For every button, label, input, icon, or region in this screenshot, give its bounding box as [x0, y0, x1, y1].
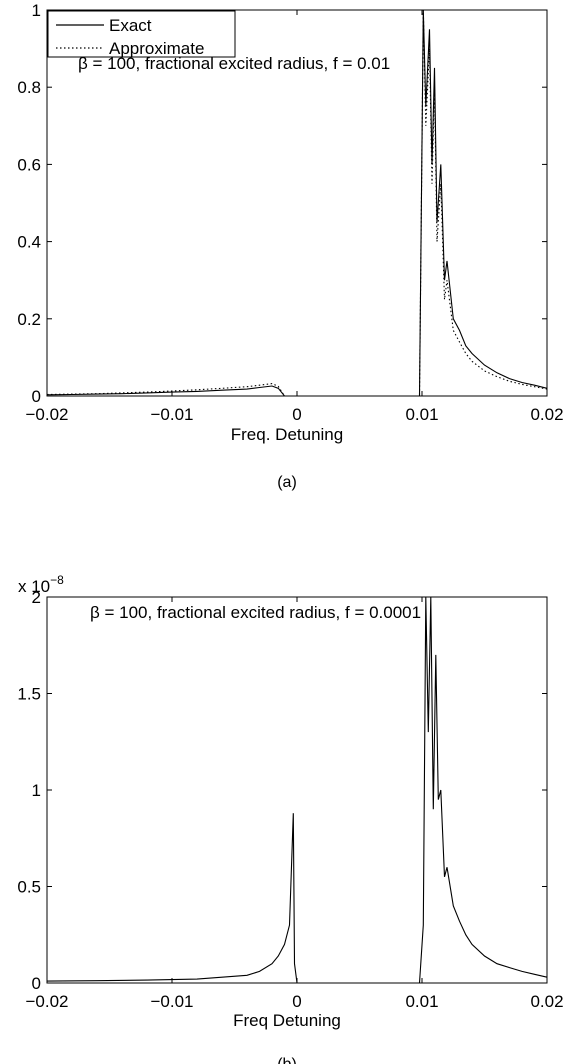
- legend-a: Exact Approximate: [47, 10, 236, 58]
- series-line-approximate: [46, 9, 548, 397]
- y-tick-label: 0.4: [17, 233, 41, 252]
- x-tick-label: 0.02: [530, 992, 563, 1011]
- x-axis-label-b: Freq Detuning: [233, 1011, 341, 1030]
- chart-panel-b: −0.02 −0.01 0 0.01 0.02 0 0.5 1 1.5 2 β = 100, fr…: [17, 573, 563, 1064]
- x-tick-label: 0.01: [405, 992, 438, 1011]
- axes-frame-b: [46, 596, 548, 984]
- y-tick-label: 1: [32, 1, 41, 20]
- x-tick-label: −0.02: [25, 405, 68, 424]
- x-axis-label-a: Freq. Detuning: [231, 425, 343, 444]
- series-line-curve: [46, 596, 548, 984]
- chart-panel-a: −0.02 −0.01 0 0.01 0.02 0 0.2 0.4 0.6 0.8 1 β = 10…: [17, 1, 563, 491]
- y-tick-label: 0.8: [17, 78, 41, 97]
- y-tick-label: 1.5: [17, 685, 41, 704]
- y-tick-label: 0.2: [17, 310, 41, 329]
- y-tick-label: 1: [32, 781, 41, 800]
- ticks-b: −0.02 −0.01 0 0.01 0.02 0 0.5 1 1.5 2: [17, 588, 563, 1011]
- x-tick-label: 0.02: [530, 405, 563, 424]
- y-tick-label: 0: [32, 974, 41, 993]
- legend-label-exact: Exact: [109, 16, 152, 35]
- y-axis-multiplier-exponent: −8: [50, 573, 64, 587]
- plot-area-a: [46, 9, 548, 397]
- plot-area-b: [46, 596, 548, 984]
- x-tick-label: 0.01: [405, 405, 438, 424]
- x-tick-label: −0.02: [25, 992, 68, 1011]
- x-tick-label: −0.01: [150, 992, 193, 1011]
- y-axis-multiplier: x 10−8: [18, 573, 64, 596]
- y-axis-multiplier-base: x 10: [18, 577, 50, 596]
- x-tick-label: 0: [292, 405, 301, 424]
- x-tick-label: −0.01: [150, 405, 193, 424]
- y-tick-label: 0: [32, 387, 41, 406]
- legend-label-approximate: Approximate: [109, 39, 204, 58]
- panel-caption-a: (a): [277, 474, 297, 491]
- annotation-b: β = 100, fractional excited radius, f = …: [90, 603, 421, 622]
- annotation-a: β = 100, fractional excited radius, f = …: [78, 54, 390, 73]
- y-tick-label: 2: [32, 588, 41, 607]
- legend-box: [47, 10, 236, 58]
- ticks-a: −0.02 −0.01 0 0.01 0.02 0 0.2 0.4 0.6 0.8 1: [17, 1, 563, 424]
- y-tick-label: 0.6: [17, 155, 41, 174]
- panel-caption-b: (b): [277, 1056, 297, 1064]
- y-tick-label: 0.5: [17, 878, 41, 897]
- x-tick-label: 0: [292, 992, 301, 1011]
